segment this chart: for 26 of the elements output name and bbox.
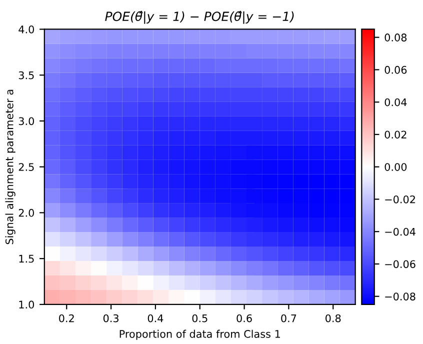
- y-tick-label: 2.5: [18, 163, 34, 171]
- x-axis-title: Proportion of data from Class 1: [120, 330, 280, 340]
- color-bar-label: 0.00: [384, 163, 407, 171]
- x-tick-label: 0.5: [192, 314, 208, 322]
- y-tick-label: 1.0: [19, 300, 34, 309]
- color-bar-label: −0.04: [385, 228, 416, 236]
- x-tick-label: 0.8: [326, 314, 341, 322]
- y-tick-label: 3.0: [18, 117, 34, 126]
- x-tick-label: 0.4: [148, 314, 164, 322]
- x-tick-label: 0.3: [103, 314, 118, 322]
- y-axis-title: Signal alignment parameter a: [5, 90, 16, 244]
- color-bar-label: −0.02: [385, 195, 415, 204]
- color-bar-label: −0.06: [385, 260, 416, 268]
- y-tick-label: 1.5: [19, 254, 34, 263]
- x-tick-label: 0.2: [59, 314, 74, 322]
- y-tick-label: 3.5: [18, 71, 34, 80]
- color-bar-label: 0.06: [384, 66, 407, 74]
- color-bar-label: 0.02: [384, 130, 406, 139]
- color-bar-label: 0.08: [384, 34, 407, 42]
- y-tick-label: 4.0: [18, 25, 34, 34]
- color-bar-label: 0.04: [384, 98, 407, 106]
- x-tick-label: 0.7: [281, 314, 296, 322]
- y-tick-label: 2.0: [18, 208, 34, 217]
- color-bar-label: −0.08: [385, 292, 416, 300]
- chart-title: POE(θ̂|y = 1) − POE(θ̂|y = −1): [105, 10, 294, 24]
- x-tick-label: 0.6: [236, 314, 252, 322]
